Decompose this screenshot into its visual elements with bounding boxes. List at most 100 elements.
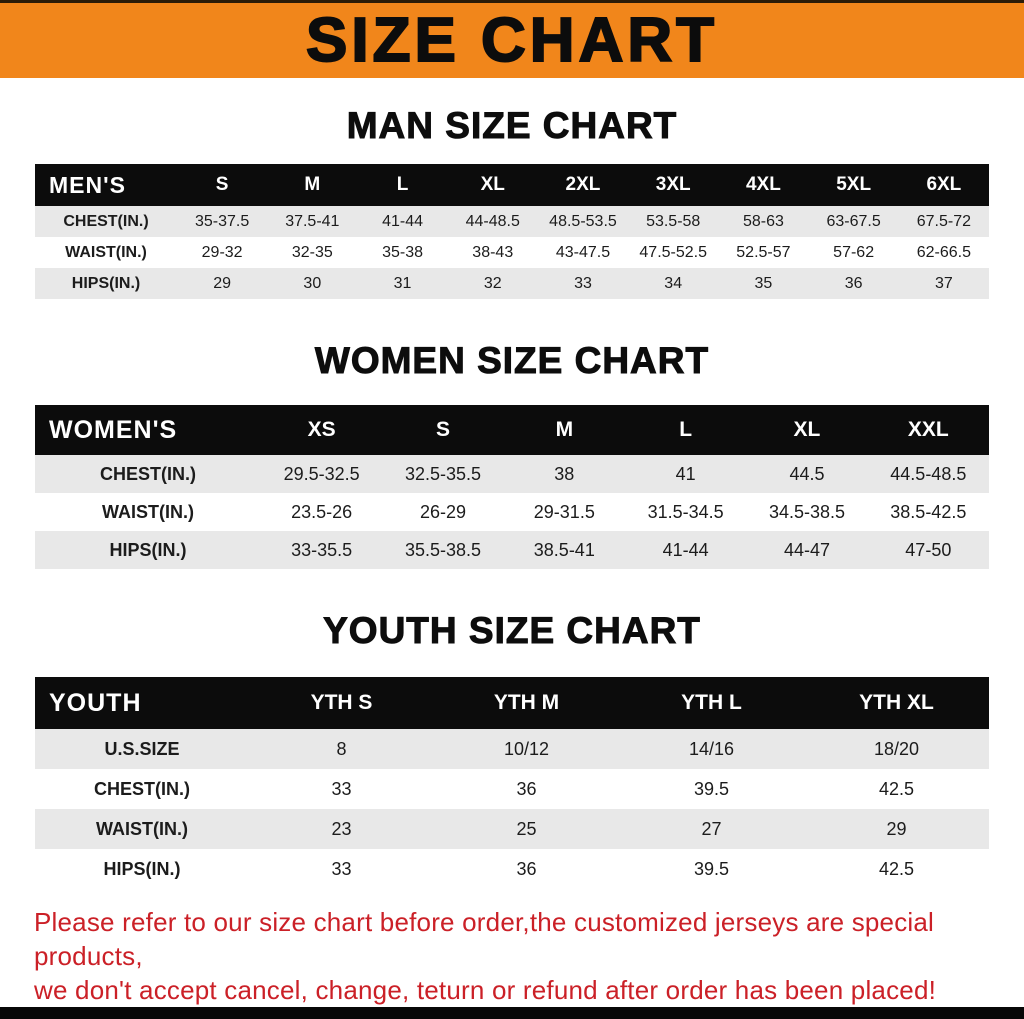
measurement-value-cell: 44.5 xyxy=(789,463,825,484)
measurement-value-cell: 34.5-38.5 xyxy=(768,501,845,522)
table-title-cell: YOUTH xyxy=(35,677,249,730)
table-row: HIPS(IN.) 33-35.5 35.5-38.5 38.5-41 41-44 44-… xyxy=(35,531,989,570)
measurement-value-cell: 58-63 xyxy=(742,212,784,230)
measurement-label-cell: WAIST(IN.) xyxy=(102,501,194,522)
measurement-value-cell: 43-47.5 xyxy=(555,243,611,261)
table-row: CHEST(IN.) 33 36 39.5 42.5 xyxy=(35,769,989,810)
bottom-bar xyxy=(0,1007,1024,1019)
measurement-value-cell: 44-48.5 xyxy=(465,212,520,230)
measurement-label-cell: CHEST(IN.) xyxy=(63,212,149,230)
measurement-value-cell: 25 xyxy=(516,818,537,839)
size-column-header: XL xyxy=(746,405,868,456)
disclaimer-text: Please refer to our size chart before or… xyxy=(34,905,1024,1007)
measurement-value-cell: 36 xyxy=(844,274,863,292)
size-column-header: XL xyxy=(447,164,538,207)
measurement-value-cell: 35-38 xyxy=(382,243,423,261)
measurement-value-cell: 44.5-48.5 xyxy=(890,463,967,484)
table-header-row: WOMEN'S XS S M L XL XXL xyxy=(35,405,989,456)
measurement-value-cell: 41-44 xyxy=(662,539,709,560)
measurement-value-cell: 33 xyxy=(574,274,592,292)
measurement-value-cell: 30 xyxy=(303,274,322,292)
size-column-header: YTH M xyxy=(434,677,619,730)
measurement-value-cell: 38-43 xyxy=(472,243,514,261)
measurement-value-cell: 34 xyxy=(664,274,683,292)
measurement-value-cell: 48.5-53.5 xyxy=(549,212,617,230)
measurement-value-cell: 14/16 xyxy=(688,738,735,759)
size-column-header: XS xyxy=(261,405,383,456)
measurement-value-cell: 33-35.5 xyxy=(291,539,353,560)
disclaimer-line-1: Please refer to our size chart before or… xyxy=(34,907,935,972)
measurement-value-cell: 33 xyxy=(331,858,352,879)
measurement-value-cell: 29-31.5 xyxy=(533,501,595,522)
measurement-value-cell: 36 xyxy=(516,778,537,799)
size-chart-content: MAN SIZE CHART MEN'S S M L XL 2XL 3XL 4XL 5XL 6XL… xyxy=(0,78,1024,1007)
mens-size-table: MEN'S S M L XL 2XL 3XL 4XL 5XL 6XL CHEST(IN.) 35-37… xyxy=(35,164,989,300)
size-column-header: 3XL xyxy=(628,164,719,207)
section-youth-size-chart: YOUTH SIZE CHART YOUTH YTH S YTH M YTH L YTH… xyxy=(0,609,1024,890)
size-column-header: L xyxy=(357,164,448,207)
banner: SIZE CHART xyxy=(0,0,1024,79)
measurement-value-cell: 36 xyxy=(516,858,537,879)
measurement-value-cell: 10/12 xyxy=(503,738,550,759)
measurement-value-cell: 29.5-32.5 xyxy=(283,463,360,484)
measurement-value-cell: 23.5-26 xyxy=(291,501,353,522)
measurement-value-cell: 29 xyxy=(886,818,907,839)
measurement-value-cell: 52.5-57 xyxy=(736,243,791,261)
size-column-header: 2XL xyxy=(537,164,629,207)
measurement-value-cell: 31.5-34.5 xyxy=(647,501,724,522)
size-column-header: YTH XL xyxy=(804,677,989,730)
measurement-value-cell: 27 xyxy=(701,818,722,839)
measurement-value-cell: 57-62 xyxy=(833,243,875,261)
measurement-value-cell: 31 xyxy=(393,274,412,292)
size-column-header: YTH S xyxy=(249,677,434,730)
size-column-header: M xyxy=(267,164,358,207)
measurement-value-cell: 39.5 xyxy=(693,858,730,879)
youth-size-table: YOUTH YTH S YTH M YTH L YTH XL U.S.SIZE 8 10/12… xyxy=(35,677,989,890)
measurement-label-cell: CHEST(IN.) xyxy=(100,463,196,484)
measurement-value-cell: 35 xyxy=(754,274,773,292)
table-row: CHEST(IN.) 29.5-32.5 32.5-35.5 38 41 44.5 44.5… xyxy=(35,455,989,494)
measurement-value-cell: 38.5-42.5 xyxy=(890,501,967,522)
measurement-value-cell: 37 xyxy=(934,274,953,292)
size-column-header: 6XL xyxy=(898,164,989,207)
measurement-value-cell: 53.5-58 xyxy=(646,212,701,230)
measurement-value-cell: 38 xyxy=(554,463,575,484)
measurement-label-cell: WAIST(IN.) xyxy=(96,818,188,839)
measurement-value-cell: 32-35 xyxy=(291,243,333,261)
table-row: CHEST(IN.) 35-37.5 37.5-41 41-44 44-48.5 48.5… xyxy=(35,206,989,238)
measurement-value-cell: 42.5 xyxy=(878,858,915,879)
size-column-header: S xyxy=(177,164,268,207)
measurement-value-cell: 8 xyxy=(336,738,347,759)
page-title: SIZE CHART xyxy=(305,5,718,75)
table-row: U.S.SIZE 8 10/12 14/16 18/20 xyxy=(35,729,989,770)
measurement-value-cell: 18/20 xyxy=(873,738,920,759)
size-column-header: S xyxy=(382,405,504,456)
measurement-value-cell: 62-66.5 xyxy=(916,243,971,261)
measurement-value-cell: 35.5-38.5 xyxy=(404,539,482,560)
measurement-value-cell: 33 xyxy=(331,778,352,799)
womens-size-table: WOMEN'S XS S M L XL XXL CHEST(IN.) 29.5-32.5 32.5… xyxy=(35,405,989,570)
measurement-value-cell: 67.5-72 xyxy=(916,212,971,230)
measurement-value-cell: 37.5-41 xyxy=(285,212,340,230)
size-column-header: 5XL xyxy=(808,164,899,207)
men-section-heading: MAN SIZE CHART xyxy=(346,105,678,147)
measurement-value-cell: 29 xyxy=(213,274,231,292)
measurement-value-cell: 47-50 xyxy=(905,539,952,560)
measurement-value-cell: 41-44 xyxy=(382,212,423,230)
measurement-value-cell: 26-29 xyxy=(419,501,467,522)
measurement-value-cell: 47.5-52.5 xyxy=(639,243,707,261)
measurement-value-cell: 32 xyxy=(483,274,502,292)
measurement-value-cell: 35-37.5 xyxy=(194,212,250,230)
table-row: HIPS(IN.) 33 36 39.5 42.5 xyxy=(35,849,989,890)
table-title-cell: WOMEN'S xyxy=(35,405,261,456)
measurement-value-cell: 44-47 xyxy=(783,539,830,560)
measurement-value-cell: 29-32 xyxy=(201,243,243,261)
table-header-row: YOUTH YTH S YTH M YTH L YTH XL xyxy=(35,677,989,730)
section-women-size-chart: WOMEN SIZE CHART WOMEN'S XS S M L XL XXL CHEST(… xyxy=(0,339,1024,570)
measurement-label-cell: CHEST(IN.) xyxy=(94,778,190,799)
measurement-label-cell: HIPS(IN.) xyxy=(109,539,187,560)
measurement-value-cell: 39.5 xyxy=(693,778,730,799)
youth-section-heading: YOUTH SIZE CHART xyxy=(323,610,701,652)
table-row: HIPS(IN.) 29 30 31 32 33 34 35 36 37 xyxy=(35,268,989,300)
